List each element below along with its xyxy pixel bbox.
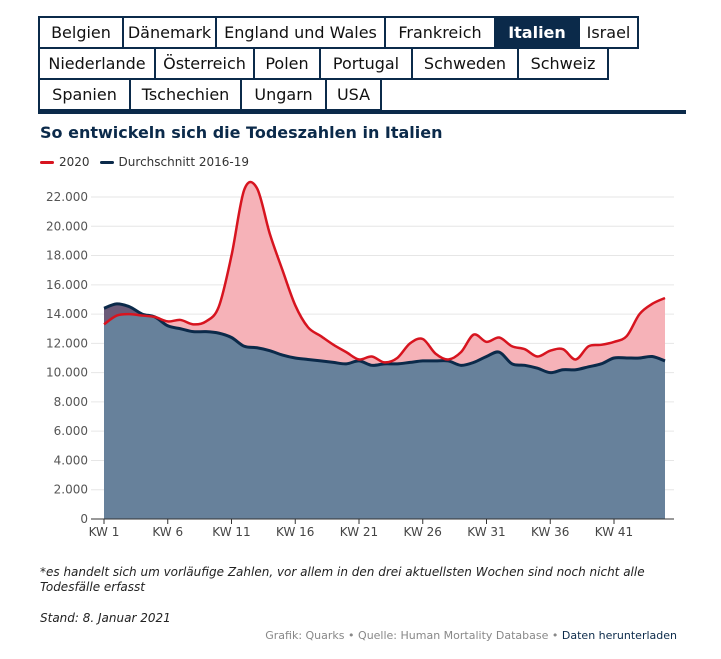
legend-item-2020: 2020 xyxy=(40,155,90,169)
y-tick-label: 12.000 xyxy=(46,336,88,350)
x-tick-label: KW 1 xyxy=(89,525,120,539)
y-tick-label: 18.000 xyxy=(46,249,88,263)
line-2020 xyxy=(103,180,666,364)
x-tick-label: KW 31 xyxy=(467,525,505,539)
line-average xyxy=(103,302,666,375)
y-tick-label: 6.000 xyxy=(54,424,88,438)
mortality-chart: 0 2.000 4.000 6.000 8.000 10.000 12.000 14.000 1… xyxy=(46,180,674,539)
tab-row: Spanien Tschechien Ungarn USA xyxy=(38,78,686,111)
tab-italien[interactable]: Italien xyxy=(494,16,580,49)
stand-date: Stand: 8. Januar 2021 xyxy=(40,611,171,625)
tab-spanien[interactable]: Spanien xyxy=(38,78,131,111)
tab-schweiz[interactable]: Schweiz xyxy=(517,47,609,80)
credit-quelle: Quelle: Human Mortality Database xyxy=(358,629,549,642)
credit-separator: • xyxy=(551,629,559,642)
x-tick-label: KW 21 xyxy=(340,525,378,539)
legend-label-average: Durchschnitt 2016-19 xyxy=(118,155,250,169)
tab-row: Niederlande Österreich Polen Portugal Schwed… xyxy=(38,47,686,80)
credit-separator: • xyxy=(348,629,355,642)
footnote: *es handelt sich um vorläufige Zahlen, v… xyxy=(40,565,645,594)
x-tick-label: KW 26 xyxy=(404,525,442,539)
legend-label-2020: 2020 xyxy=(59,155,90,169)
x-tick-label: KW 36 xyxy=(531,525,569,539)
tab-niederlande[interactable]: Niederlande xyxy=(38,47,156,80)
y-tick-label: 4.000 xyxy=(54,453,88,467)
legend-swatch-2020 xyxy=(40,160,54,164)
tab-portugal[interactable]: Portugal xyxy=(319,47,413,80)
x-tick-label: KW 16 xyxy=(276,525,314,539)
chart-title: So entwickeln sich die Todeszahlen in It… xyxy=(40,123,443,142)
download-data-link[interactable]: Daten herunterladen xyxy=(561,629,677,642)
x-tick-label: KW 41 xyxy=(595,525,633,539)
tab-divider xyxy=(38,110,686,114)
y-tick-label: 10.000 xyxy=(46,366,88,380)
tab-israel[interactable]: Israel xyxy=(578,16,639,49)
x-tick-label: KW 6 xyxy=(152,525,183,539)
x-tick-label: KW 11 xyxy=(212,525,250,539)
credit-grafik: Grafik: Quarks xyxy=(265,629,345,642)
y-tick-label: 22.000 xyxy=(46,190,88,204)
y-tick-label: 0 xyxy=(80,512,88,526)
chart-legend: 2020 Durchschnitt 2016-19 xyxy=(40,155,259,169)
country-tabs: Belgien Dänemark England und Wales Frankrei… xyxy=(38,16,686,111)
legend-item-average: Durchschnitt 2016-19 xyxy=(99,155,250,169)
y-tick-label: 14.000 xyxy=(46,307,88,321)
tab-belgien[interactable]: Belgien xyxy=(38,16,124,49)
tab-row: Belgien Dänemark England und Wales Frankrei… xyxy=(38,16,686,49)
y-tick-label: 8.000 xyxy=(54,395,88,409)
y-tick-label: 20.000 xyxy=(46,219,88,233)
y-tick-label: 2.000 xyxy=(54,483,88,497)
tab-schweden[interactable]: Schweden xyxy=(411,47,519,80)
tab-england-und-wales[interactable]: England und Wales xyxy=(215,16,386,49)
y-tick-label: 16.000 xyxy=(46,278,88,292)
tab-usa[interactable]: USA xyxy=(325,78,382,111)
area-average xyxy=(104,303,665,519)
legend-swatch-average xyxy=(99,160,114,164)
credits: Grafik: Quarks • Quelle: Human Mortality… xyxy=(265,629,677,642)
